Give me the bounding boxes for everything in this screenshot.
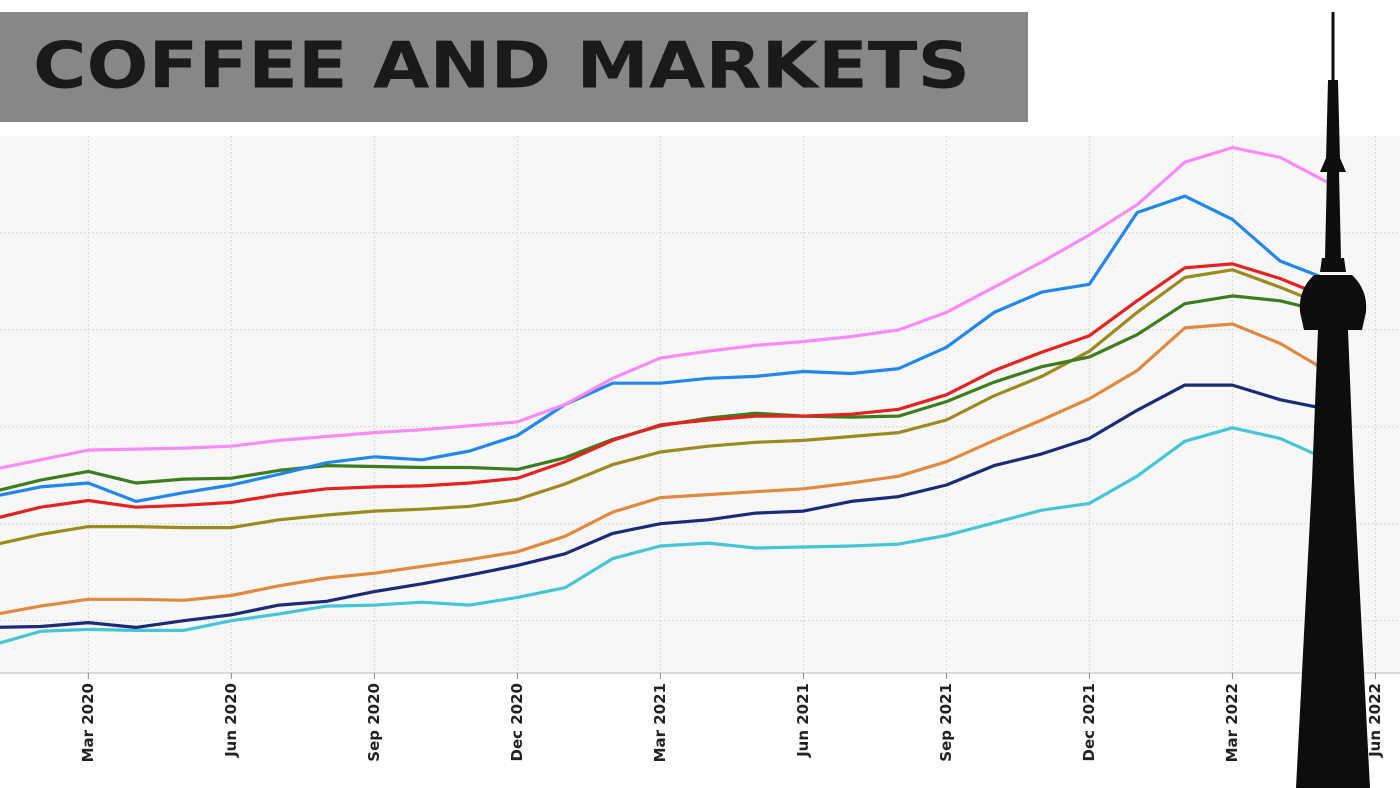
x-tick-label: Mar 2022 [1223,683,1241,762]
x-tick-label: Jun 2020 [222,683,240,758]
tower-pod [1299,275,1367,330]
x-tick-label: Dec 2020 [508,683,526,762]
series-line [0,194,1330,503]
tower-ring [1320,258,1346,272]
x-tick-label: Mar 2020 [79,683,97,762]
grid [0,136,1400,673]
x-tick-label: Dec 2021 [1080,683,1098,762]
series-line [0,262,1330,519]
x-tick-label: Jun 2021 [794,683,812,758]
series-line [0,426,1330,645]
x-tick-label: Sep 2021 [937,683,955,762]
x-tick-label: Mar 2021 [651,683,669,762]
tower-mast [1326,80,1340,160]
x-tick-label: Sep 2020 [365,683,383,762]
plot-background [0,136,1400,673]
tower-upper-shaft [1325,172,1341,258]
series-line [0,383,1330,629]
tower-silhouette [1296,12,1370,788]
x-tick-label: Jun 2022 [1366,683,1384,758]
series-line [0,322,1330,616]
title-box [0,12,1028,122]
series-line [0,146,1330,470]
x-axis-labels: Mar 2020 Jun 2020 Sep 2020 Dec 2020 Mar 2021… [79,673,1384,762]
series-line [0,268,1330,546]
tower-antenna [1331,12,1335,82]
lines [0,146,1330,645]
tower-base [1296,330,1370,788]
tower-skypod [1320,158,1346,172]
title: COFFEE AND MARKETS [33,30,970,104]
